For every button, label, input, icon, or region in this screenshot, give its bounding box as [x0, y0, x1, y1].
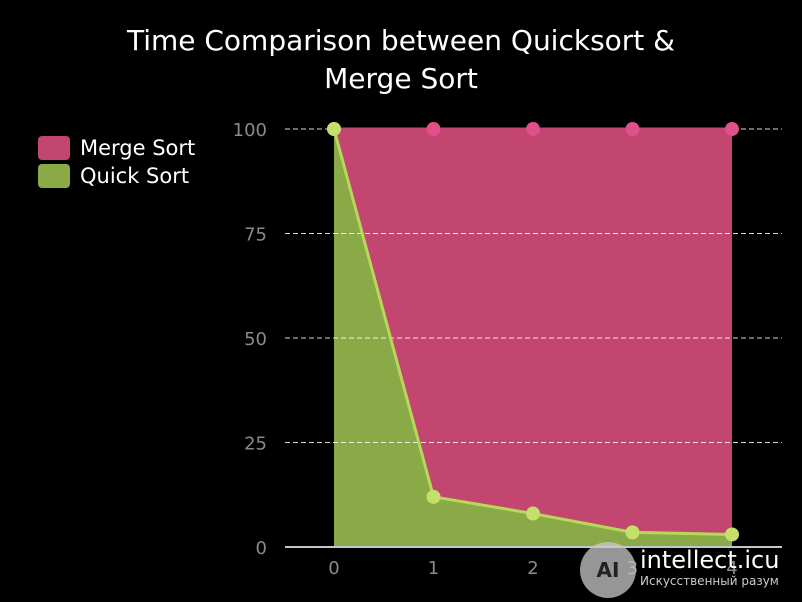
point-merge-sort-1	[426, 122, 441, 136]
point-quick-sort-2	[526, 506, 540, 521]
x-tick-label-1: 1	[428, 558, 439, 579]
y-tick-label-50: 50	[244, 329, 267, 350]
chart-legend: Merge Sort Quick Sort	[38, 134, 195, 190]
point-merge-sort-3	[625, 122, 640, 136]
point-quick-sort-0	[327, 122, 341, 136]
legend-label-quick-sort: Quick Sort	[80, 164, 190, 188]
point-merge-sort-4	[725, 122, 739, 136]
point-quick-sort-1	[426, 489, 441, 504]
chart-title-line1: Time Comparison between Quicksort &	[126, 24, 676, 57]
watermark-text: intellect.icu	[640, 546, 780, 574]
y-tick-label-25: 25	[244, 434, 267, 455]
area-quick-sort	[334, 129, 732, 547]
y-tick-label-0: 0	[256, 538, 267, 559]
chart-title: Time Comparison between Quicksort & Merg…	[0, 22, 802, 98]
watermark-subtext: Искусственный разум	[640, 574, 779, 588]
point-quick-sort-3	[625, 525, 640, 540]
watermark-logo: AI	[580, 542, 636, 598]
legend-swatch-quick-sort	[38, 164, 70, 188]
legend-item-merge-sort[interactable]: Merge Sort	[38, 134, 195, 162]
point-merge-sort-2	[526, 122, 540, 136]
legend-label-merge-sort: Merge Sort	[80, 136, 196, 160]
x-tick-label-2: 2	[527, 558, 538, 579]
legend-swatch-merge-sort	[38, 136, 70, 160]
chart-title-line2: Merge Sort	[324, 62, 478, 95]
x-tick-label-0: 0	[328, 558, 339, 579]
y-tick-label-75: 75	[244, 225, 267, 246]
point-quick-sort-4	[725, 527, 739, 542]
watermark: AI intellect.icu Искусственный разум	[578, 540, 802, 602]
x-tick-label-4: 4	[726, 558, 737, 579]
y-tick-label-100: 100	[233, 120, 267, 141]
legend-item-quick-sort[interactable]: Quick Sort	[38, 162, 195, 190]
